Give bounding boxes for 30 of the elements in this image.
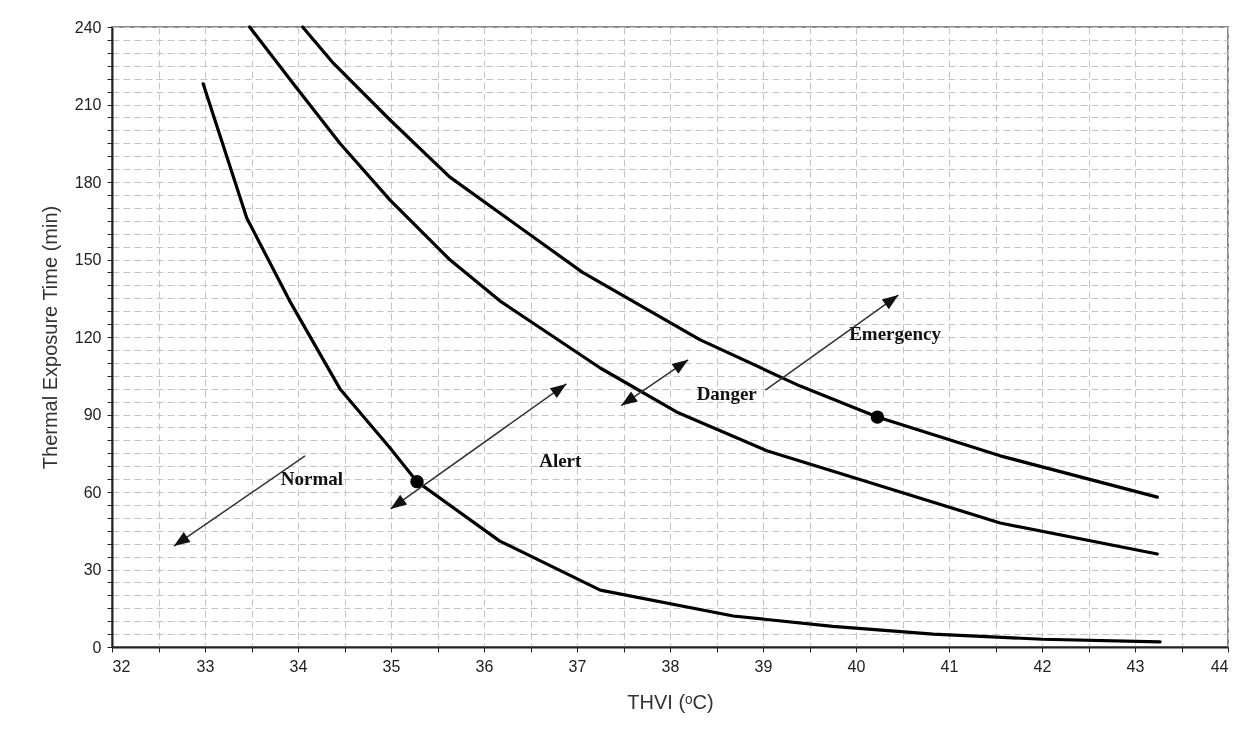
x-tick-label: 32: [112, 657, 131, 675]
x-tick-label: 39: [754, 657, 773, 675]
y-tick-label: 180: [74, 173, 102, 191]
line-series: [201, 82, 1162, 644]
y-tick-label: 150: [74, 251, 102, 268]
y-tick-label: 90: [83, 406, 102, 423]
line-series: [248, 25, 1159, 556]
annotation: Normal: [280, 468, 344, 490]
y-tick-label: 60: [83, 483, 102, 501]
x-tick-label: 33: [196, 657, 215, 675]
x-tick-label: 42: [1033, 657, 1052, 675]
x-tick-label: 38: [661, 657, 680, 675]
x-tick-label: 37: [568, 657, 587, 675]
y-tick-label: 30: [83, 561, 102, 578]
annotation: Emergency: [849, 323, 942, 345]
annotation: Alert: [539, 450, 583, 471]
x-tick-label: 34: [289, 657, 308, 675]
y-tick-label: 120: [74, 328, 102, 346]
x-tick-label: 36: [475, 657, 494, 675]
x-tick-label: 43: [1126, 657, 1145, 675]
y-tick-label: 210: [74, 96, 102, 113]
x-tick-label: 40: [847, 657, 866, 675]
annotation: Danger: [696, 382, 758, 404]
y-axis-title: Thermal Exposure Time (min): [38, 205, 61, 470]
x-tick-label: 44: [1210, 657, 1229, 675]
x-tick-label: 41: [940, 657, 959, 675]
y-tick-label: 240: [74, 18, 102, 36]
x-tick-label: 35: [382, 657, 401, 675]
x-axis-title: THVI (ᵒC): [627, 690, 714, 713]
y-tick-label: 0: [92, 638, 102, 656]
